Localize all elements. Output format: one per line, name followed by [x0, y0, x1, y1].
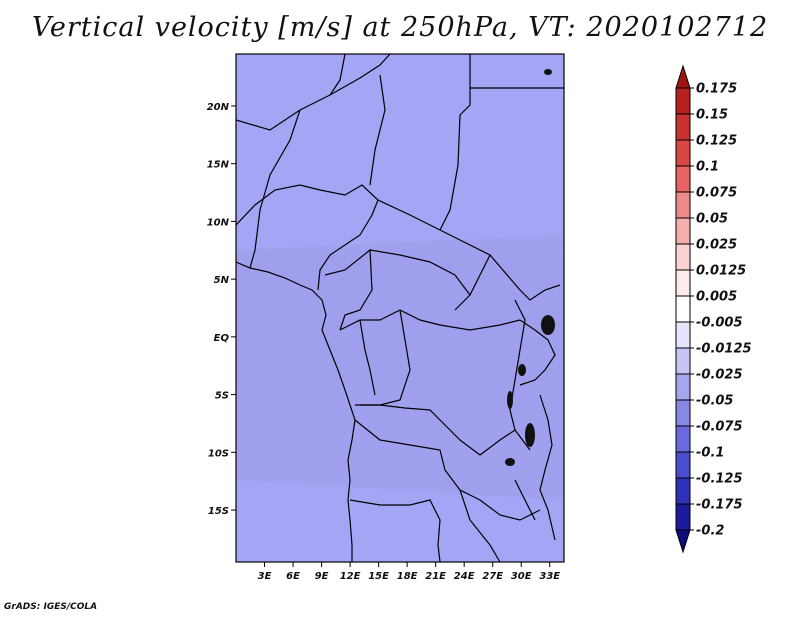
colorbar-label: 0.005	[696, 290, 737, 305]
colorbar-label: -0.125	[696, 472, 743, 487]
lat-tick-label: 10N	[207, 217, 230, 228]
colorbar: 0.175 0.15 0.125 0.1 0.075 0.05 0.025 0.0125 0.0…	[675, 64, 752, 554]
colorbar-cell	[675, 425, 691, 453]
lon-tick-label: 27E	[482, 571, 503, 582]
colorbar-cell	[675, 529, 691, 554]
colorbar-label: 0.075	[696, 186, 737, 201]
chart-title: Vertical velocity [m/s] at 250hPa, VT: 2…	[31, 12, 769, 43]
colorbar-label: -0.05	[696, 394, 733, 409]
colorbar-label: 0.05	[696, 212, 728, 227]
colorbar-label: -0.0125	[696, 342, 752, 357]
lat-tick-label: EQ	[214, 333, 230, 344]
lon-tick-label: 33E	[539, 571, 560, 582]
lon-tick-label: 30E	[511, 571, 532, 582]
lat-tick-label: 15S	[208, 506, 229, 517]
longitude-axis: 3E 6E 9E 12E 15E 18E 21E 24E 27E 30E 33E	[258, 562, 560, 582]
colorbar-cell	[675, 139, 691, 167]
lat-tick-label: 5N	[214, 275, 230, 286]
lat-tick-label: 20N	[207, 102, 230, 113]
colorbar-cell	[675, 217, 691, 245]
colorbar-cell	[675, 269, 691, 297]
lon-tick-label: 15E	[368, 571, 389, 582]
colorbar-cell	[675, 477, 691, 505]
colorbar-cell	[675, 113, 691, 141]
colorbar-cell	[675, 165, 691, 193]
lon-tick-label: 21E	[425, 571, 446, 582]
colorbar-label: -0.2	[696, 524, 724, 539]
coastlines-borders	[236, 54, 564, 562]
colorbar-cell	[675, 191, 691, 219]
lon-tick-label: 18E	[397, 571, 418, 582]
colorbar-label: 0.0125	[696, 264, 746, 279]
colorbar-label: 0.175	[696, 82, 737, 97]
colorbar-label: 0.15	[696, 108, 728, 123]
colorbar-label: -0.025	[696, 368, 743, 383]
lat-tick-label: 5S	[215, 391, 229, 402]
colorbar-label: -0.075	[696, 420, 743, 435]
lat-tick-label: 10S	[208, 448, 229, 459]
colorbar-label: 0.025	[696, 238, 737, 253]
colorbar-cell	[675, 503, 691, 531]
latitude-axis: 20N 15N 10N 5N EQ 5S 10S 15S	[207, 102, 236, 517]
colorbar-cell	[675, 87, 691, 115]
lon-tick-label: 3E	[258, 571, 272, 582]
colorbar-cell	[675, 243, 691, 271]
colorbar-cell	[675, 451, 691, 479]
velocity-field	[236, 54, 564, 562]
colorbar-cell	[675, 295, 691, 323]
lon-tick-label: 12E	[340, 571, 361, 582]
colorbar-cell	[675, 64, 691, 89]
grads-credit: GrADS: IGES/COLA	[4, 602, 98, 612]
colorbar-cell	[675, 321, 691, 349]
colorbar-cell	[675, 399, 691, 427]
lakes	[505, 69, 555, 466]
lon-tick-label: 9E	[315, 571, 329, 582]
lon-tick-label: 24E	[454, 571, 475, 582]
colorbar-cell	[675, 373, 691, 401]
lat-tick-label: 15N	[207, 160, 230, 171]
colorbar-label: -0.1	[696, 446, 724, 461]
colorbar-label: 0.1	[696, 160, 719, 175]
lon-tick-label: 6E	[286, 571, 300, 582]
colorbar-label: 0.125	[696, 134, 737, 149]
colorbar-label: -0.005	[696, 316, 743, 331]
colorbar-cell	[675, 347, 691, 375]
colorbar-label: -0.175	[696, 498, 743, 513]
map-frame	[235, 53, 565, 563]
